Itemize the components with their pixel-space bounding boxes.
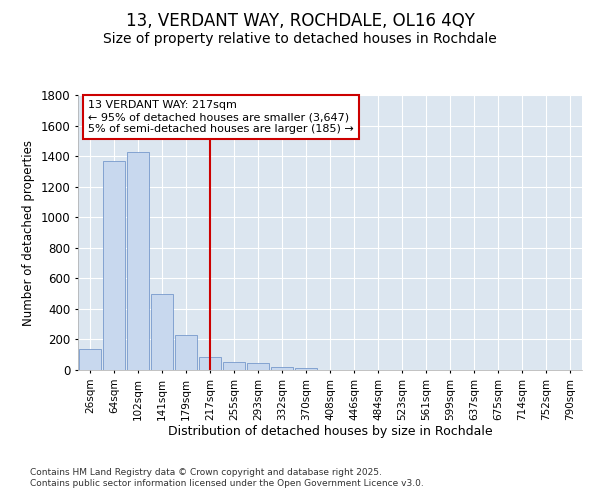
X-axis label: Distribution of detached houses by size in Rochdale: Distribution of detached houses by size …	[167, 426, 493, 438]
Text: Contains HM Land Registry data © Crown copyright and database right 2025.
Contai: Contains HM Land Registry data © Crown c…	[30, 468, 424, 487]
Bar	[247, 363, 269, 370]
Bar	[271, 367, 293, 370]
Bar	[103, 160, 125, 370]
Y-axis label: Number of detached properties: Number of detached properties	[22, 140, 35, 326]
Bar	[175, 335, 197, 370]
Bar	[127, 152, 149, 370]
Text: 13, VERDANT WAY, ROCHDALE, OL16 4QY: 13, VERDANT WAY, ROCHDALE, OL16 4QY	[125, 12, 475, 30]
Bar	[151, 294, 173, 370]
Bar	[295, 368, 317, 370]
Text: 13 VERDANT WAY: 217sqm
← 95% of detached houses are smaller (3,647)
5% of semi-d: 13 VERDANT WAY: 217sqm ← 95% of detached…	[88, 100, 354, 134]
Bar	[199, 357, 221, 370]
Bar	[223, 362, 245, 370]
Text: Size of property relative to detached houses in Rochdale: Size of property relative to detached ho…	[103, 32, 497, 46]
Bar	[79, 348, 101, 370]
